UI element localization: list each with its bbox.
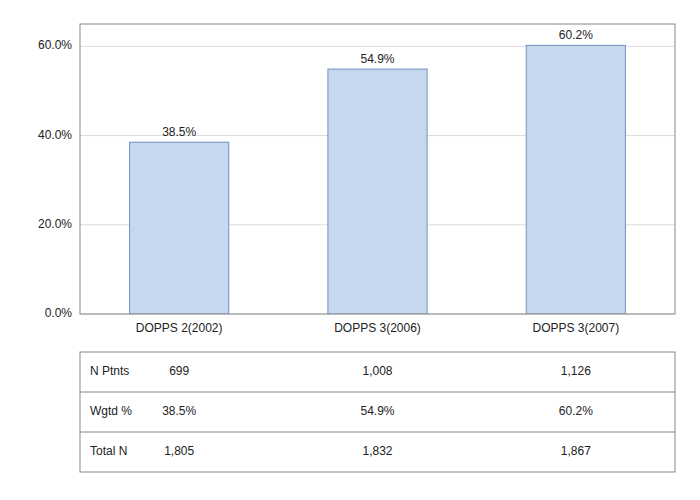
x-tick-label: DOPPS 3(2007) (532, 321, 619, 335)
x-axis: DOPPS 2(2002) DOPPS 3(2006) DOPPS 3(2007) (136, 321, 619, 335)
data-labels: 38.5% 54.9% 60.2% (162, 28, 593, 139)
table-row-line (80, 392, 675, 393)
table-cell: 699 (169, 364, 189, 378)
table-cell: 54.9% (360, 404, 394, 418)
data-table: N Ptnts 699 1,008 1,126 Wgtd % 38.5% 54.9% 60.2… (80, 352, 675, 472)
table-cell: 1,805 (164, 444, 194, 458)
y-tick-label: 60.0% (38, 38, 72, 52)
plot-frame (80, 24, 675, 314)
chart-svg: 0.0% 20.0% 40.0% 60.0% 38.5% 54.9% 60.2% DOPPS … (0, 0, 700, 500)
table-cell: 38.5% (162, 404, 196, 418)
table-row-label: Wgtd % (90, 404, 132, 418)
table-cell: 1,832 (362, 444, 392, 458)
table-row-line (80, 432, 675, 433)
chart-container: 0.0% 20.0% 40.0% 60.0% 38.5% 54.9% 60.2% DOPPS … (0, 0, 700, 500)
table-cell: 1,867 (561, 444, 591, 458)
data-label: 38.5% (162, 125, 196, 139)
table-cell: 1,126 (561, 364, 591, 378)
y-tick-label: 0.0% (45, 306, 73, 320)
y-axis: 0.0% 20.0% 40.0% 60.0% (38, 38, 675, 320)
table-border (80, 352, 675, 472)
table-row-label: Total N (90, 444, 127, 458)
table-cell: 1,008 (362, 364, 392, 378)
table-row-label: N Ptnts (90, 364, 129, 378)
data-label: 54.9% (360, 52, 394, 66)
y-tick-label: 20.0% (38, 217, 72, 231)
x-tick-label: DOPPS 3(2006) (334, 321, 421, 335)
table-cell: 60.2% (559, 404, 593, 418)
bars (130, 45, 626, 314)
bar (130, 142, 229, 314)
data-label: 60.2% (559, 28, 593, 42)
bar (526, 45, 625, 314)
bar (328, 69, 427, 314)
x-tick-label: DOPPS 2(2002) (136, 321, 223, 335)
y-tick-label: 40.0% (38, 128, 72, 142)
